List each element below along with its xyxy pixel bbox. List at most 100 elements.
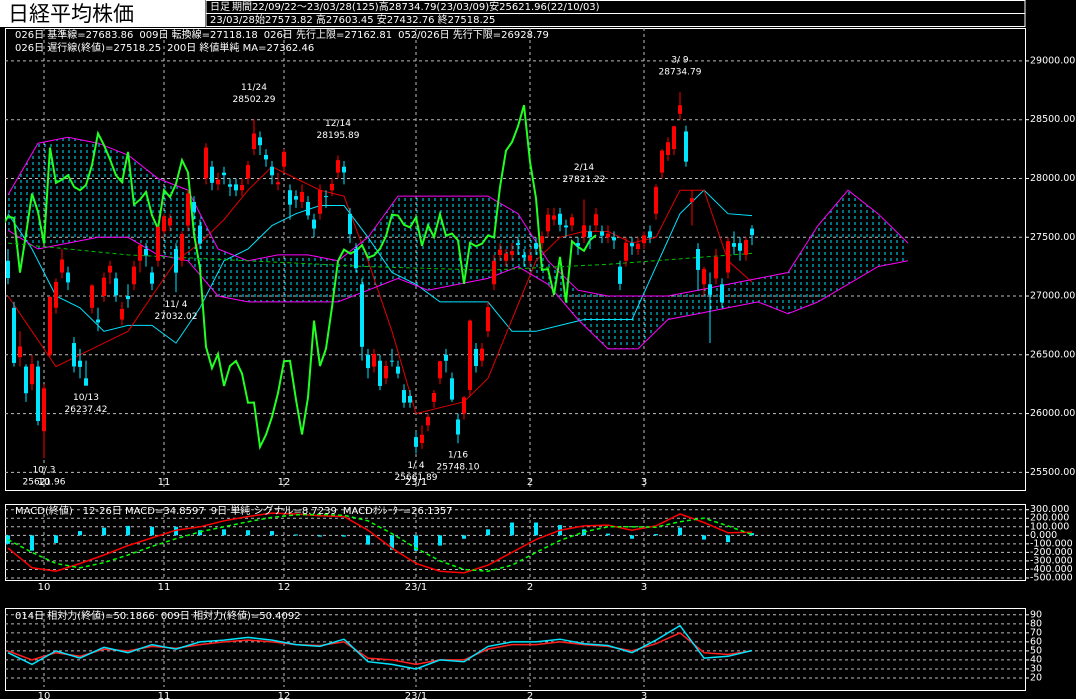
oscillator-bar [318,535,322,537]
candle-body [276,182,280,185]
oscillator-bar [606,533,610,536]
legend-entry: 12-26日 MACD=34.8597 [83,506,205,517]
y-tick-label: 50 [1030,645,1042,656]
candle-body [228,184,232,187]
candle-body [558,213,562,225]
candle-body [564,225,568,228]
candle-body [642,235,646,244]
candle-body [672,126,676,150]
candle-body [402,390,406,403]
lagging-line [5,104,597,451]
oscillator-bar [654,534,658,536]
candle-body [606,233,610,238]
candle-body [156,227,160,261]
x-tick-label: 10 [38,582,51,593]
candle-body [594,214,598,226]
oscillator-bar [198,530,202,536]
y-tick-label: -500.000 [1030,573,1073,584]
candle-body [282,151,286,167]
candle-body [78,360,82,367]
x-tick-label: 3 [641,477,647,488]
legend-entry: 026日 遅行線(終値)=27518.25 [15,41,161,54]
candle-body [342,166,346,173]
indicator-line [7,136,909,297]
x-tick-label: 3 [641,691,647,699]
x-tick-label: 10 [38,691,51,699]
candle-body [6,260,10,279]
annotation-value: 25748.10 [437,463,480,473]
candle-body [132,266,136,285]
indicator-line [7,242,753,271]
candle-body [294,196,298,200]
title-box [0,0,205,27]
x-tick-label: 2 [527,691,533,699]
candle-body [144,249,148,256]
candle-body [84,378,88,386]
oscillator-bar [678,527,682,536]
candle-body [666,142,670,155]
candle-body [204,147,208,179]
annotation-value: 27032.02 [155,312,198,322]
main-frame [5,28,1026,491]
candle-body [540,236,544,244]
y-tick-label: 60 [1030,636,1042,647]
annotation-value: 26237.42 [65,405,108,415]
legend-entry: 9日 単純 シグナル=8.7239 [211,504,337,517]
legend-entry: 009日 相対力(終値)=50.4092 [161,609,301,622]
y-tick-label: 27000.00 [1030,291,1075,302]
candle-body [384,365,388,379]
candle-body [48,296,52,355]
x-tick-label: 23/1 [405,477,427,488]
candle-body [432,393,436,402]
y-tick-label: 40 [1030,654,1042,665]
candle-body [126,296,130,300]
candle-body [246,164,250,179]
candle-body [270,166,274,176]
x-tick-label: 11 [158,582,171,593]
candle-body [696,249,700,270]
candle-body [60,259,64,273]
x-tick-label: 12 [278,477,291,488]
x-tick-label: 3 [641,582,647,593]
x-tick-label: 2 [527,582,533,593]
oscillator-bar [174,526,178,536]
macd-line [7,513,753,572]
oscillator-bar [510,522,514,536]
info-period: 期間22/09/22～23/03/28(125)高28734.79(23/03/… [232,0,600,13]
candle-body [612,237,616,241]
candle-body [372,353,376,367]
legend-entry: 009日 転換線=27118.18 [139,28,257,41]
candle-body [504,253,508,261]
candle-body [516,243,520,246]
oscillator-bar [150,526,154,536]
y-tick-label: 30 [1030,663,1042,674]
candle-body [192,201,196,212]
candle-body [366,354,370,369]
plot-area [6,512,754,574]
candle-body [318,190,322,214]
legend-entry: 014日 相対力(終値)=50.1866 [15,609,155,622]
candle-body [630,243,634,247]
candle-body [444,354,448,361]
legend-entry: 026日 基準線=27683.86 [15,28,133,41]
candle-body [660,150,664,173]
candle-body [426,416,430,426]
candle-body [474,348,478,366]
y-tick-label: 20 [1030,672,1042,683]
candle-body [300,191,304,202]
candle-body [552,215,556,220]
oscillator-bar [366,535,370,545]
oscillator-bar [126,525,130,536]
x-tick-label: 2 [527,477,533,488]
y-tick-label: 200.000 [1030,513,1069,524]
candle-body [588,231,592,238]
oscillator-bar [270,531,274,536]
x-tick-label: 23/1 [405,582,427,593]
candle-body [522,254,526,258]
annotation-value: 28734.79 [659,68,702,78]
candle-body [624,242,628,261]
candle-body [174,249,178,273]
candle-body [24,366,28,394]
annotation-value: 25621.96 [23,478,66,488]
